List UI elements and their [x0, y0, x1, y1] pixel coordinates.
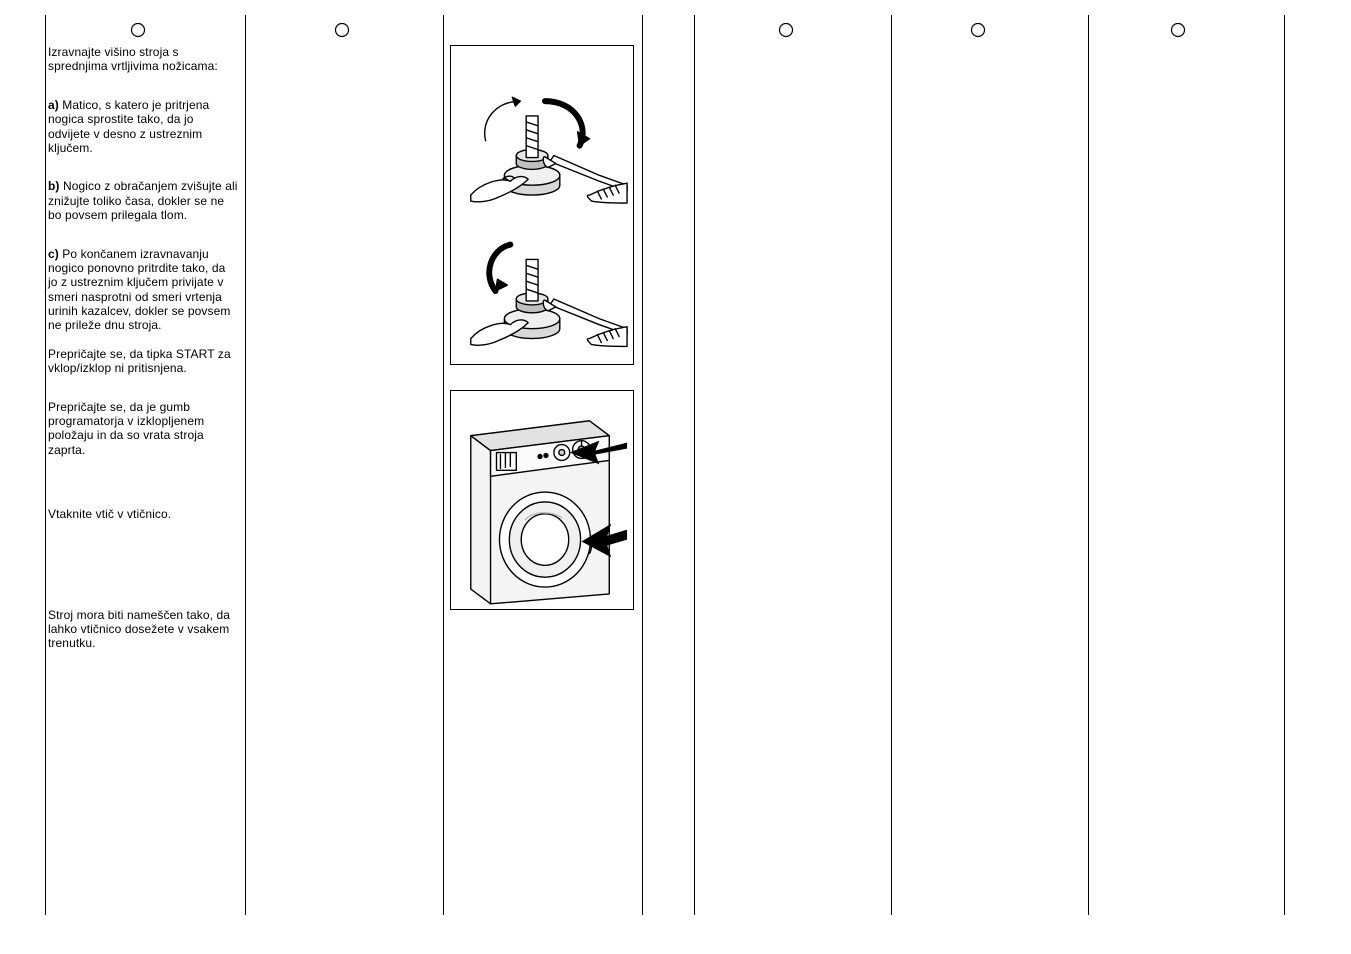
check-start-button: Prepričajte se, da tipka START za vklop/…	[48, 347, 238, 376]
binding-hole-icon	[130, 22, 146, 38]
binding-hole-icon	[778, 22, 794, 38]
column-divider	[891, 15, 892, 915]
column-divider	[642, 15, 643, 915]
column-divider	[1088, 15, 1089, 915]
binding-hole-icon	[1170, 22, 1186, 38]
step-b: b) Nogico z obračanjem zvišujte ali zniž…	[48, 179, 238, 222]
intro-text: Izravnajte višino stroja s sprednjima vr…	[48, 45, 238, 74]
column-divider	[443, 15, 444, 915]
check-programmer: Prepričajte se, da je gumb programatorja…	[48, 400, 238, 458]
reach-socket: Stroj mora biti nameščen tako, da lahko …	[48, 608, 238, 651]
step-b-label: b)	[48, 179, 60, 193]
step-a-body: Matico, s katero je pritrjena nogica spr…	[48, 98, 209, 155]
binding-hole-icon	[334, 22, 350, 38]
column-divider	[45, 15, 46, 915]
column-divider	[694, 15, 695, 915]
step-c: c) Po končanem izravnavanju nogico ponov…	[48, 247, 238, 333]
binding-hole-icon	[970, 22, 986, 38]
step-a: a) Matico, s katero je pritrjena nogica …	[48, 98, 238, 156]
instructions-column: Izravnajte višino stroja s sprednjima vr…	[48, 45, 238, 665]
step-c-label: c)	[48, 247, 59, 261]
column-divider	[245, 15, 246, 915]
step-b-body: Nogico z obračanjem zvišujte ali znižujt…	[48, 179, 238, 222]
illustration-levelling-feet	[450, 45, 634, 365]
step-a-label: a)	[48, 98, 59, 112]
plug-in: Vtaknite vtič v vtičnico.	[48, 507, 238, 521]
illustration-washing-machine	[450, 390, 634, 610]
step-c-body: Po končanem izravnavanju nogico ponovno …	[48, 247, 231, 333]
column-divider	[1284, 15, 1285, 915]
